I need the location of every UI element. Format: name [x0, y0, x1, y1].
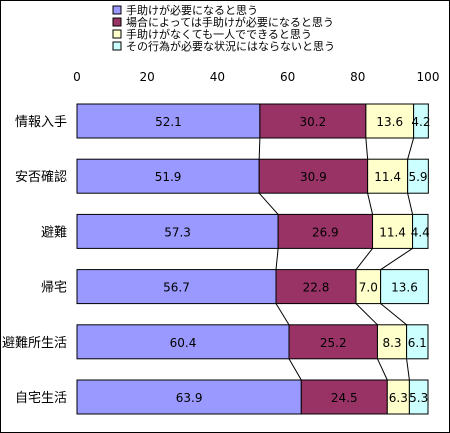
x-tick-label-80: 80	[350, 70, 365, 84]
data-label-1-4: 4.2	[411, 115, 430, 129]
bar-segment-3-4	[412, 213, 429, 249]
series-line-4-1	[275, 303, 290, 326]
bar-segment-3-2	[277, 213, 374, 249]
series-line-5-1	[288, 358, 302, 381]
series-line-3-2	[355, 248, 373, 270]
data-label-4-2: 22.8	[303, 281, 330, 295]
legend: 手助けが必要になると思う場合によっては手助けが必要になると思う手助けがなくても一…	[112, 3, 335, 53]
series-line-1-1	[258, 137, 261, 160]
data-label-2-1: 51.9	[155, 170, 182, 184]
bar-segment-4-3	[355, 269, 382, 305]
bar-segment-2-2	[258, 158, 369, 194]
data-label-6-4: 5.3	[409, 391, 428, 405]
legend-swatch-2	[112, 17, 122, 27]
bar-segment-1-2	[259, 103, 367, 139]
bar-segment-3-1	[76, 213, 279, 249]
bar-segment-4-2	[275, 269, 357, 305]
bar-segment-2-4	[407, 158, 429, 194]
series-line-4-2	[355, 303, 378, 326]
data-label-1-3: 13.6	[376, 115, 403, 129]
data-label-3-2: 26.9	[312, 225, 339, 239]
data-label-5-2: 25.2	[320, 336, 347, 350]
bar-segment-6-4	[408, 379, 429, 415]
bar-segment-1-3	[365, 103, 415, 139]
data-label-3-4: 4.4	[411, 225, 430, 239]
legend-swatch-1	[112, 5, 122, 15]
data-label-2-3: 11.4	[374, 170, 401, 184]
legend-swatch-3	[112, 29, 122, 39]
category-label-6: 自宅生活	[15, 391, 67, 406]
bar-segment-5-2	[288, 324, 378, 360]
legend-swatch-4	[112, 41, 122, 51]
series-line-5-3	[406, 358, 410, 381]
category-label-4: 帰宅	[41, 280, 67, 296]
data-label-2-4: 5.9	[408, 170, 427, 184]
category-label-5: 避難所生活	[2, 336, 67, 351]
x-tick-label-20: 20	[140, 70, 155, 84]
data-label-5-1: 60.4	[170, 336, 197, 350]
data-label-4-3: 7.0	[359, 281, 378, 295]
data-label-2-2: 30.9	[300, 170, 327, 184]
series-line-2-2	[367, 193, 374, 215]
plot-area: 情報入手 52.1 30.2 13.6 4.2 安否確認 51.9 30.9 11.4 5.9 避難…	[2, 103, 431, 415]
legend-label-1: 手助けが必要になると思う	[126, 3, 258, 17]
series-line-2-1	[258, 192, 279, 215]
bar-segment-3-3	[372, 213, 414, 249]
legend-label-3: 手助けがなくても一人でできると思う	[126, 27, 312, 41]
series-line-5-2	[377, 358, 388, 381]
series-line-3-3	[380, 247, 413, 271]
x-tick-label-0: 0	[73, 70, 81, 84]
data-label-6-1: 63.9	[176, 391, 203, 405]
series-line-1-3	[407, 137, 415, 160]
bar-segment-4-4	[380, 269, 429, 305]
x-tick-label-100: 100	[417, 70, 440, 84]
x-tick-label-40: 40	[210, 70, 225, 84]
bar-segment-6-2	[300, 379, 388, 415]
bar-segment-6-1	[76, 379, 302, 415]
series-line-2-3	[407, 193, 414, 215]
bar-segment-2-1	[76, 158, 260, 194]
x-tick-label-60: 60	[280, 70, 295, 84]
data-label-5-4: 6.1	[408, 336, 427, 350]
category-label-1: 情報入手	[15, 115, 67, 130]
data-label-4-1: 56.7	[163, 281, 190, 295]
category-label-2: 安否確認	[15, 169, 67, 185]
series-line-4-3	[380, 303, 407, 326]
bar-segment-1-4	[413, 103, 429, 139]
data-label-1-2: 30.2	[300, 115, 327, 129]
data-label-6-2: 24.5	[331, 391, 358, 405]
legend-label-4: その行為が必要な状況にはならないと思う	[126, 39, 335, 53]
legend-label-2: 場合によっては手助けが必要になると思う	[126, 15, 334, 29]
data-label-6-3: 6.3	[389, 391, 408, 405]
series-line-1-2	[365, 137, 369, 160]
data-label-5-3: 8.3	[382, 336, 401, 350]
bar-segment-5-4	[406, 324, 429, 360]
bar-segment-5-1	[76, 324, 290, 360]
data-label-3-3: 11.4	[379, 225, 406, 239]
series-line-3-1	[275, 248, 279, 270]
category-label-3: 避難	[41, 225, 67, 240]
data-label-4-4: 13.6	[391, 281, 418, 295]
data-label-3-1: 57.3	[164, 225, 191, 239]
x-axis: 0 20 40 60 80 100	[73, 70, 439, 84]
bar-segment-2-3	[367, 158, 409, 194]
data-label-1-1: 52.1	[155, 115, 182, 129]
bar-segment-1-1	[76, 103, 261, 139]
